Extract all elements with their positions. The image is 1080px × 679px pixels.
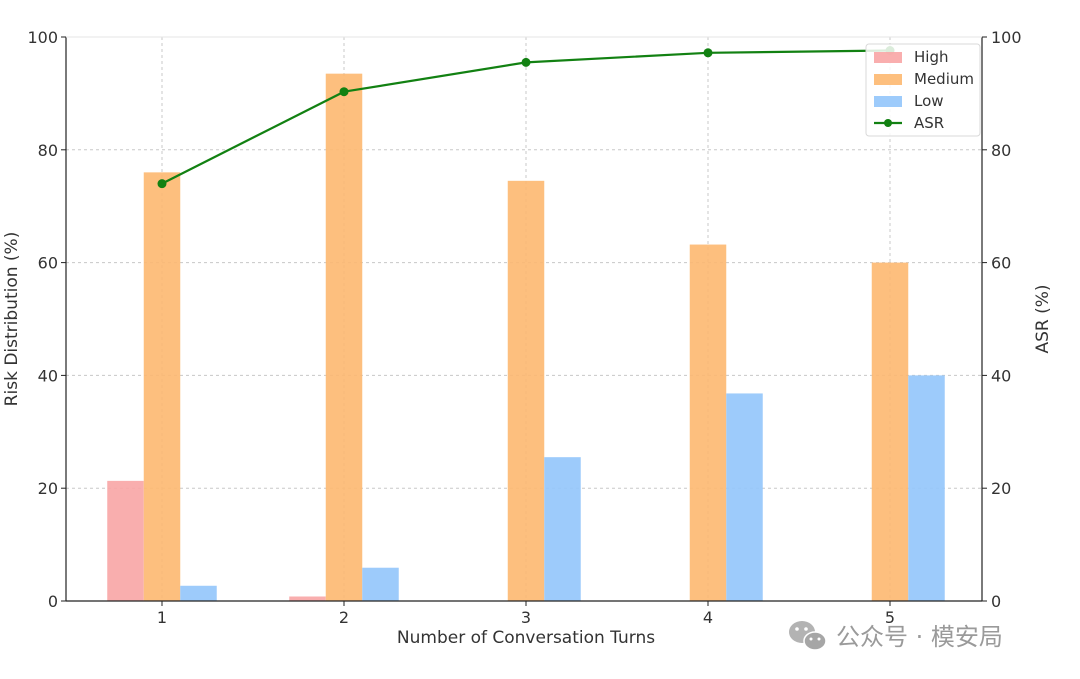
y-tick-label: 40 [38,366,58,385]
point-asr [339,87,349,97]
point-asr [703,48,713,58]
y2-tick-label: 0 [991,592,1001,611]
bar-high [289,596,326,601]
bar-low [544,457,581,601]
y2-tick-label: 20 [991,479,1011,498]
legend-label-low: Low [914,92,944,110]
ticks: 0 0 20 20 40 40 60 60 80 80 100 100 1 2 3 4 5 [27,28,1021,627]
y2-tick-label: 100 [991,28,1022,47]
y-tick-label: 60 [38,254,58,273]
y-tick-label: 80 [38,141,58,160]
x-tick-label: 2 [339,608,349,627]
bar-low [908,375,945,601]
y2-tick-label: 60 [991,254,1011,273]
legend-label-asr: ASR [914,114,944,132]
legend-swatch-medium [874,74,902,85]
bar-low [726,393,763,601]
bar-medium [143,172,181,602]
watermark: 公众号 · 模安局 [789,621,1003,651]
legend-box [865,43,981,137]
x-tick-label: 1 [157,608,167,627]
legend-label-high: High [914,48,948,66]
legend: High Medium Low ASR [865,43,981,137]
y-tick-label: 20 [38,479,58,498]
bar-high [107,480,144,601]
y-tick-label: 0 [48,592,58,611]
legend-swatch-high [874,52,902,63]
legend-swatch-low [874,96,902,107]
point-asr [157,179,167,189]
y-axis-title: Risk Distribution (%) [2,232,22,407]
point-asr [521,57,531,67]
bar-medium [507,180,545,601]
y2-tick-label: 80 [991,141,1011,160]
bar-low [362,567,399,601]
x-tick-label: 5 [885,608,895,627]
bars [107,73,945,602]
legend-marker-asr [884,119,892,127]
y2-axis-title: ASR (%) [1033,284,1053,353]
y2-tick-label: 40 [991,366,1011,385]
bar-medium [325,73,363,601]
x-tick-label: 3 [521,608,531,627]
wechat-icon [789,621,827,651]
plot-frame [65,36,983,602]
bar-medium [871,262,909,601]
x-axis-title: Number of Conversation Turns [397,628,655,648]
bar-low [180,585,217,601]
x-tick-label: 4 [703,608,713,627]
legend-label-medium: Medium [914,70,974,88]
bar-medium [689,244,727,601]
y-tick-label: 100 [27,28,58,47]
watermark-text: 公众号 · 模安局 [836,623,1003,651]
